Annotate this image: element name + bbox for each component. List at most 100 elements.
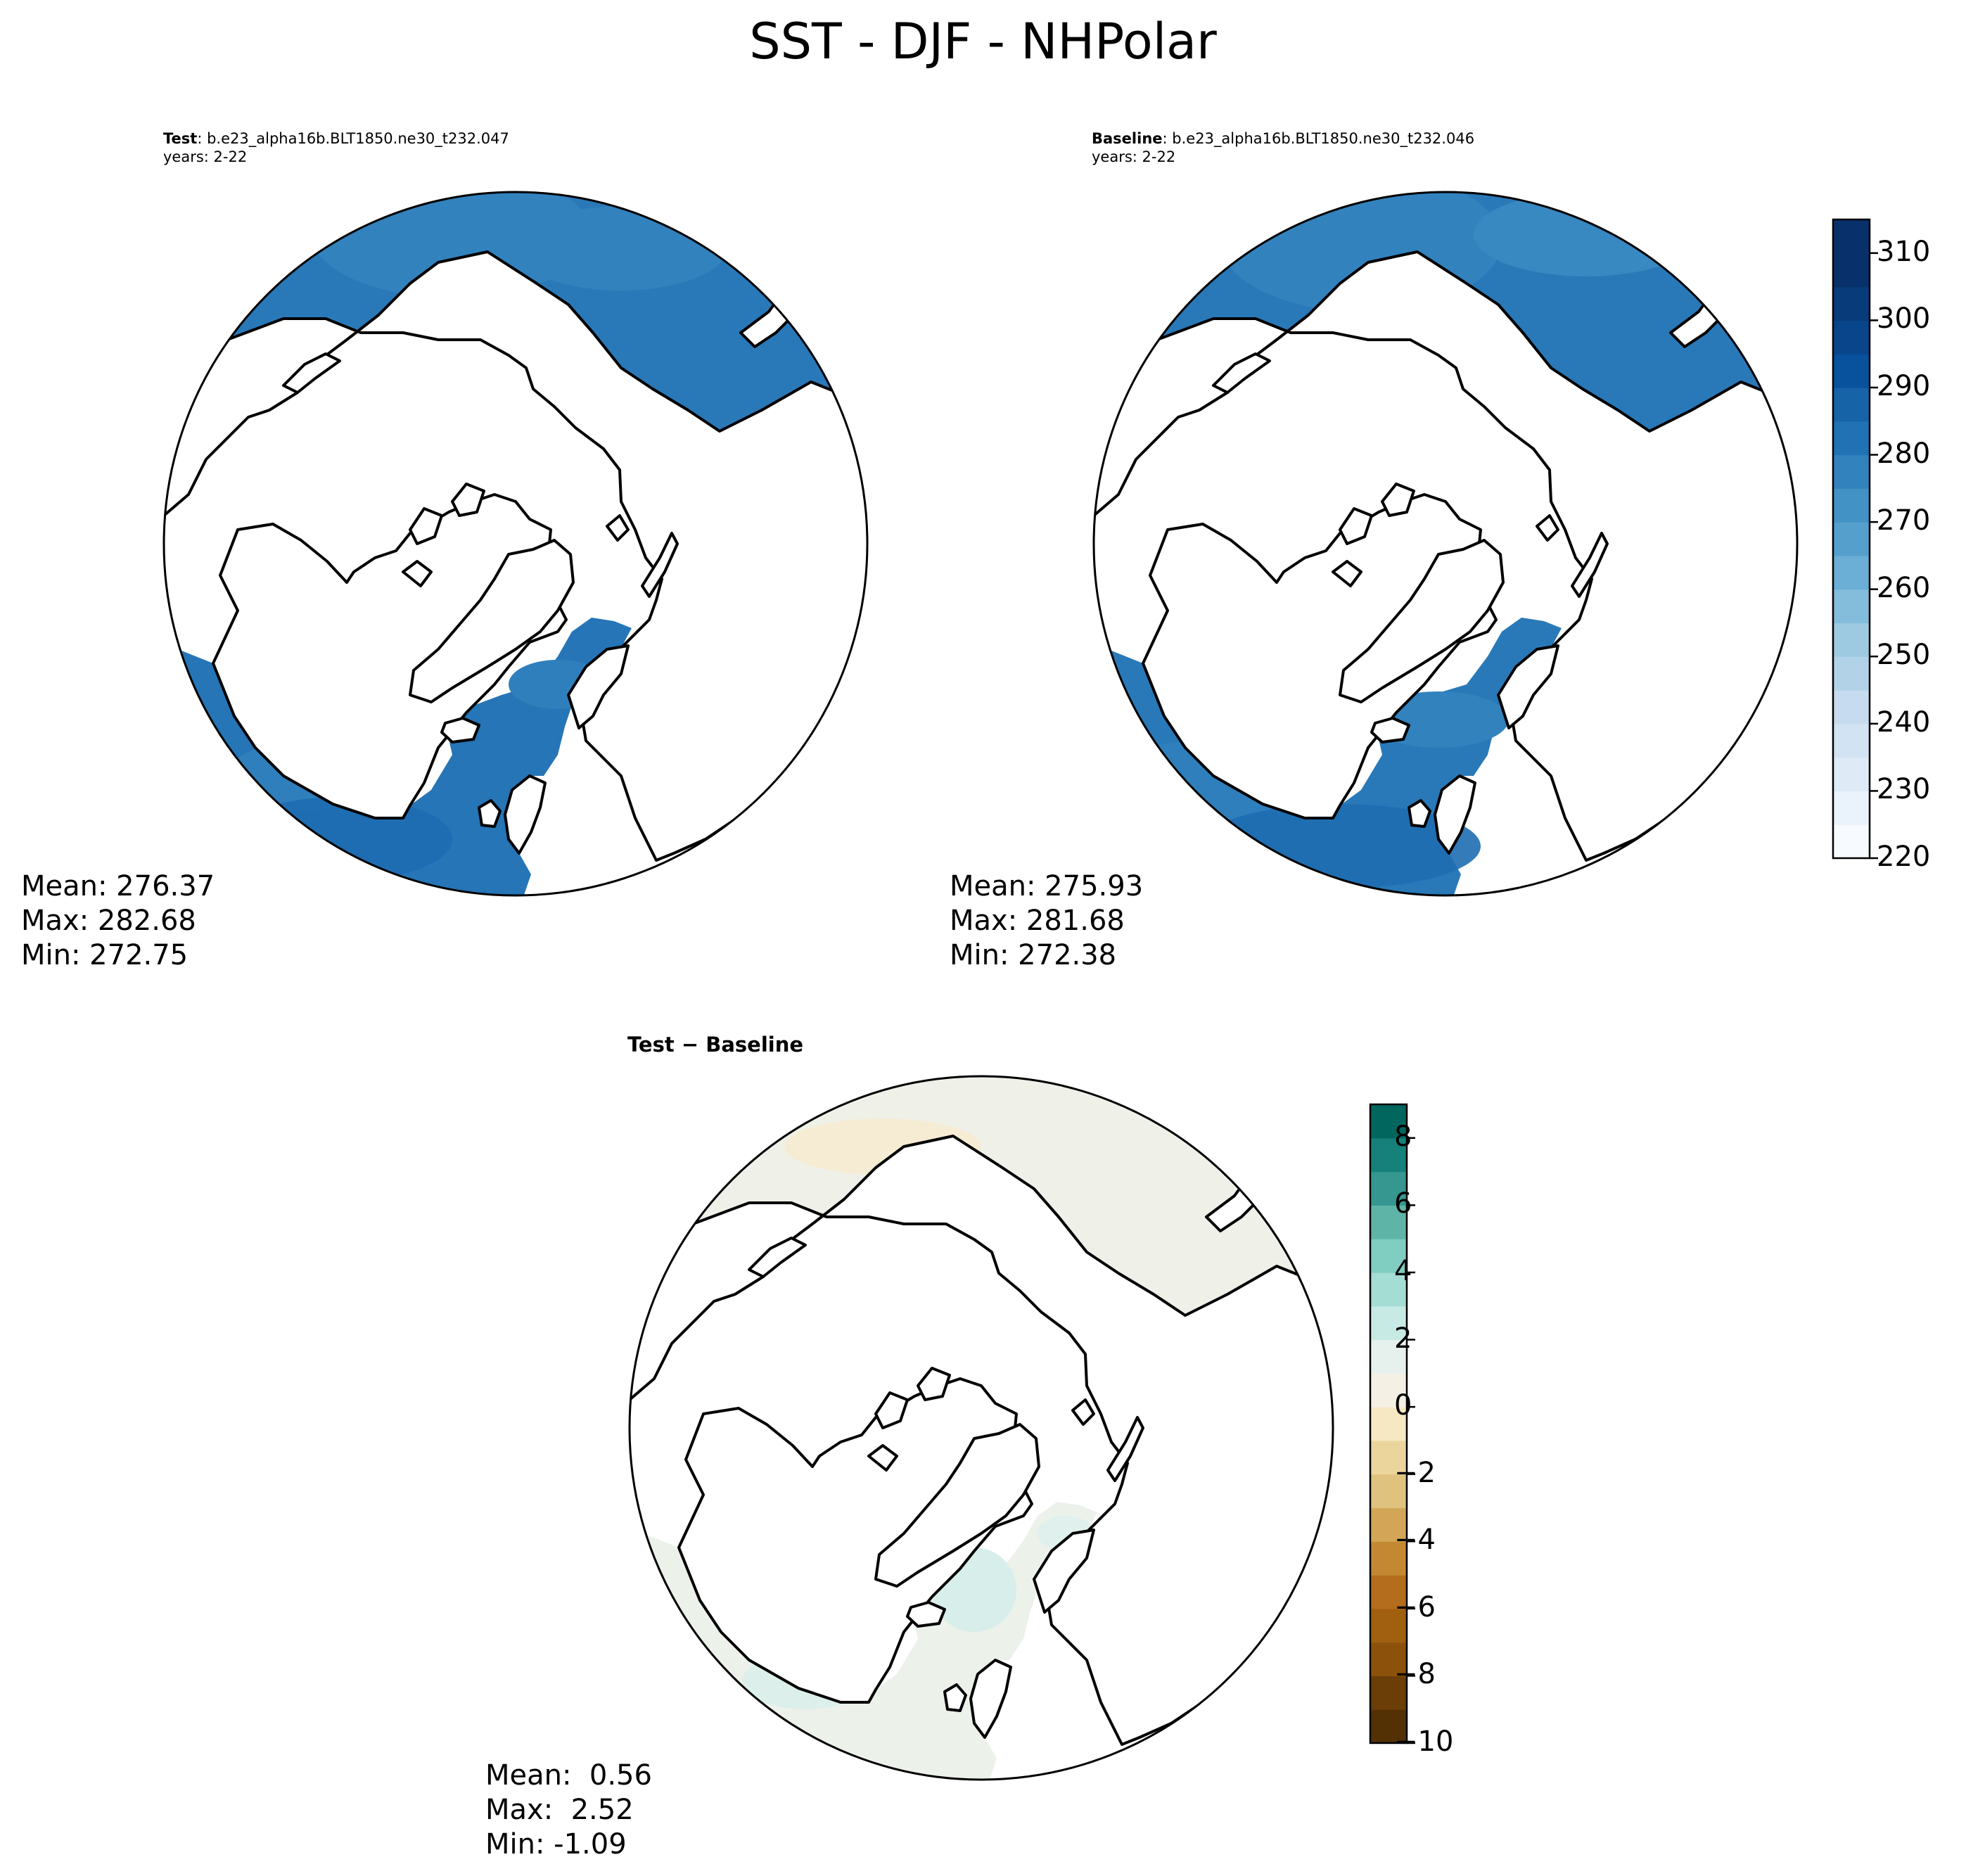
diff-coastline-archipelago3 <box>867 1444 898 1472</box>
test-colon: : <box>197 130 208 147</box>
test-coastline-greenland <box>409 539 575 703</box>
diff-coastline-novaya <box>1106 1416 1144 1482</box>
test-stats: Mean: 276.37 Max: 282.68 Min: 272.75 <box>21 869 215 973</box>
sst-colorbar-tick-label-3: 250 <box>1877 639 1931 672</box>
sst-colorbar-tick-label-0: 220 <box>1877 841 1931 873</box>
sst-colorbar-tick-label-9: 310 <box>1877 235 1931 268</box>
test-coastline-novaya <box>641 532 679 598</box>
diff-colorbar-tick-label-9: 8 <box>1394 1120 1412 1153</box>
diff-coastline-iceland <box>906 1601 946 1628</box>
test-coastline-archipelago1 <box>409 507 443 545</box>
sst-colorbar-tick-label-6: 280 <box>1877 437 1931 470</box>
diff-colorbar-band-13 <box>1370 1272 1407 1307</box>
test-max: Max: 282.68 <box>21 905 196 937</box>
baseline-map <box>1092 191 1799 897</box>
test-coastline-scandinavia <box>567 644 630 729</box>
diff-coastline-scandinavia <box>1033 1529 1095 1614</box>
figure-title: SST - DJF - NHPolar <box>749 13 1217 70</box>
sst-colorbar-tick-label-2: 240 <box>1877 706 1931 739</box>
baseline-years: years: 2-22 <box>1092 148 1176 165</box>
diff-coastline-ireland <box>943 1683 967 1712</box>
baseline-case-name: b.e23_alpha16b.BLT1850.ne30_t232.046 <box>1172 130 1475 147</box>
diff-map <box>628 1075 1334 1781</box>
sst-colorbar-band-7 <box>1833 589 1870 624</box>
sst-colorbar-tick-label-1: 230 <box>1877 773 1931 806</box>
test-coastline-archipelago3 <box>402 560 433 587</box>
diff-colorbar-band-14 <box>1370 1239 1407 1273</box>
base-coastline-archipelago2 <box>1381 483 1415 517</box>
diff-coastline-archipelago2 <box>917 1367 951 1401</box>
test-panel-title: Test: b.e23_alpha16b.BLT1850.ne30_t232.0… <box>163 129 509 166</box>
sst-colorbar-band-13 <box>1833 387 1870 422</box>
diff-colorbar-band-18 <box>1370 1104 1407 1139</box>
sst-colorbar-tick-label-5: 270 <box>1877 504 1931 537</box>
sst-colorbar-band-1 <box>1833 791 1870 825</box>
test-coastline-ireland <box>478 799 502 828</box>
diff-colorbar-band-17 <box>1370 1137 1407 1173</box>
diff-colorbar-tick-label-8: 6 <box>1394 1187 1412 1220</box>
diff-colorbar-band-3 <box>1370 1608 1407 1643</box>
diff-colorbar-band-15 <box>1370 1205 1407 1239</box>
diff-max: Max: 2.52 <box>485 1794 634 1826</box>
base-coastline-alaska <box>1212 352 1271 394</box>
test-map-boundary <box>162 191 869 897</box>
base-coastline-iceland <box>1370 717 1410 744</box>
base-coastline-britain <box>1434 774 1476 855</box>
diff-colorbar-tick-labels: −10 −8 −6 −4 −2 0 2 4 6 8 <box>1394 1104 1493 1758</box>
sst-colorbar-band-17 <box>1833 253 1870 288</box>
diff-colorbar-band-11 <box>1370 1339 1407 1374</box>
sst-colorbar-band-18 <box>1833 219 1870 254</box>
sst-colorbar-band-14 <box>1833 354 1870 388</box>
diff-colorbar-band-1 <box>1370 1676 1407 1710</box>
baseline-max: Max: 281.68 <box>950 905 1125 937</box>
diff-colorbar <box>1369 1103 1415 1744</box>
base-coastline-scandinavia <box>1497 644 1559 729</box>
base-coastline-svalbard <box>1536 514 1559 542</box>
sst-colorbar-band-10 <box>1833 488 1870 523</box>
baseline-colon: : <box>1162 130 1173 147</box>
test-coastline-britain <box>504 774 547 855</box>
diff-colorbar-band-0 <box>1370 1709 1407 1744</box>
baseline-panel-title: Baseline: b.e23_alpha16b.BLT1850.ne30_t2… <box>1092 129 1474 166</box>
sst-colorbar-tick-labels: 220 230 240 250 260 270 280 290 300 310 <box>1877 219 1961 873</box>
diff-colorbar-band-12 <box>1370 1306 1407 1341</box>
test-coastline-archipelago2 <box>451 483 485 517</box>
sst-colorbar-band-4 <box>1833 690 1870 725</box>
sst-colorbar-band-12 <box>1833 421 1870 456</box>
test-label: Test <box>163 130 198 147</box>
diff-colorbar-tick-label-1: −8 <box>1394 1658 1436 1691</box>
diff-colorbar-band-6 <box>1370 1507 1407 1542</box>
diff-coastline-archipelago1 <box>874 1391 909 1429</box>
sst-colorbar-band-6 <box>1833 623 1870 657</box>
test-case-name: b.e23_alpha16b.BLT1850.ne30_t232.047 <box>207 130 509 147</box>
baseline-mean: Mean: 275.93 <box>950 870 1144 902</box>
diff-coastline-greenland <box>874 1423 1040 1588</box>
test-coastline-iceland <box>440 717 480 744</box>
test-min: Min: 272.75 <box>21 939 189 971</box>
diff-colorbar-tick-label-4: −2 <box>1394 1456 1436 1489</box>
baseline-label: Baseline <box>1092 130 1163 147</box>
test-field-contour-4 <box>227 797 452 881</box>
base-coastline-ireland <box>1408 799 1431 828</box>
test-field-contour-1 <box>516 206 727 291</box>
diff-min: Min: -1.09 <box>485 1828 627 1861</box>
diff-colorbar-tick-label-7: 4 <box>1394 1254 1412 1287</box>
diff-mean: Mean: 0.56 <box>485 1759 652 1792</box>
sst-colorbar-frame <box>1832 218 1871 860</box>
sst-colorbar <box>1832 218 1878 860</box>
base-coastline-archipelago3 <box>1332 560 1362 587</box>
base-coastline-novaya <box>1571 532 1609 598</box>
sst-colorbar-band-9 <box>1833 522 1870 556</box>
base-coastline-archipelago1 <box>1339 507 1373 545</box>
base-field-contour-1 <box>1474 192 1699 276</box>
diff-stats: Mean: 0.56 Max: 2.52 Min: -1.09 <box>485 1759 652 1862</box>
diff-colorbar-band-4 <box>1370 1575 1407 1609</box>
diff-colorbar-band-2 <box>1370 1642 1407 1677</box>
test-coastline-svalbard <box>606 514 630 542</box>
diff-map-boundary <box>628 1075 1334 1781</box>
base-map-boundary <box>1092 191 1799 897</box>
diff-colorbar-band-5 <box>1370 1541 1407 1576</box>
diff-colorbar-band-9 <box>1370 1407 1407 1441</box>
sst-colorbar-band-5 <box>1833 656 1870 691</box>
diff-colorbar-band-8 <box>1370 1440 1407 1475</box>
